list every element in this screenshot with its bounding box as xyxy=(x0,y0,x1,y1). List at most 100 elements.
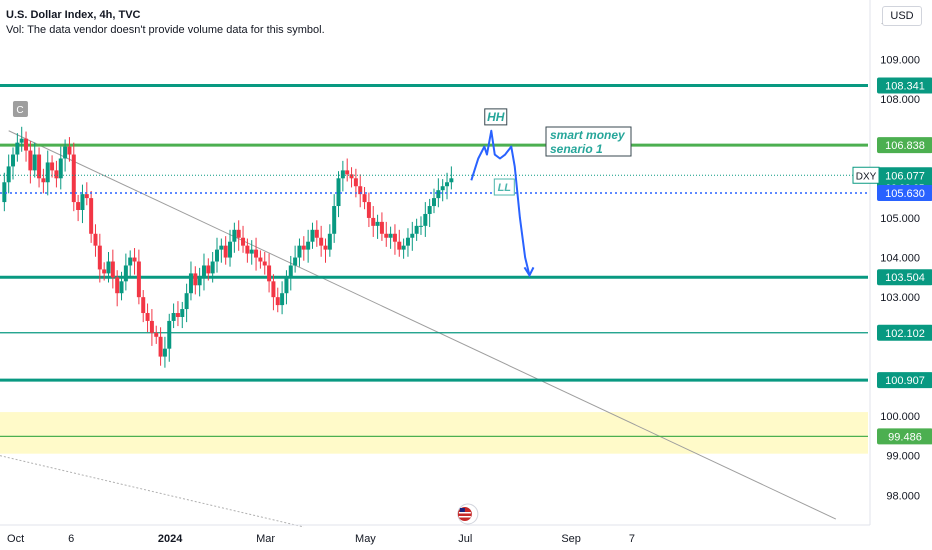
candle-body xyxy=(58,158,63,179)
dotted-level-tag xyxy=(877,184,932,201)
y-tick-label: 103.000 xyxy=(880,292,920,304)
candle-body xyxy=(353,178,358,187)
candle xyxy=(228,229,233,267)
candle-body xyxy=(405,237,410,246)
trendline xyxy=(8,130,837,520)
candle xyxy=(197,267,202,297)
candle xyxy=(76,194,81,222)
candle xyxy=(440,179,445,202)
candle-body xyxy=(102,269,107,274)
candle-body xyxy=(410,233,415,238)
candle-body xyxy=(271,281,276,298)
candle xyxy=(397,229,402,257)
candle xyxy=(145,303,150,333)
candle-body xyxy=(414,225,419,234)
candle xyxy=(332,194,337,243)
candle-body xyxy=(37,154,42,179)
candle xyxy=(410,221,415,251)
candle-body xyxy=(50,162,55,171)
candle xyxy=(80,184,85,224)
candle xyxy=(15,133,20,162)
candle-body xyxy=(423,213,428,226)
candle-body xyxy=(110,261,115,278)
candle-body xyxy=(427,206,432,214)
candle xyxy=(375,214,380,239)
candle xyxy=(28,141,33,184)
candle-body xyxy=(362,194,367,203)
level-1-tag-label: 106.838 xyxy=(885,140,925,152)
candle-body xyxy=(445,182,450,187)
candle xyxy=(362,187,367,210)
candle xyxy=(41,168,46,194)
candle-body xyxy=(80,194,85,210)
candle-body xyxy=(436,190,441,199)
candle-body xyxy=(158,336,163,357)
candle-body xyxy=(2,182,7,203)
candle-body xyxy=(280,293,285,306)
level-5-tag xyxy=(877,428,932,445)
candle-body xyxy=(128,257,133,266)
candle xyxy=(206,258,211,281)
candle-body xyxy=(201,265,206,278)
candle-body xyxy=(76,202,81,210)
candle xyxy=(414,218,419,241)
candle xyxy=(280,281,285,315)
candle-body xyxy=(241,237,246,246)
candle-body xyxy=(67,146,72,155)
level-0-tag-label: 108.341 xyxy=(885,81,925,93)
x-tick-label: Oct xyxy=(7,533,24,545)
candle xyxy=(236,220,241,251)
candle-body xyxy=(63,146,68,159)
candle xyxy=(180,301,185,329)
candle-body xyxy=(245,245,250,254)
level-4-tag-label: 100.907 xyxy=(885,375,925,387)
candle-body xyxy=(188,273,193,294)
current-price-label: 106.077 xyxy=(885,170,925,182)
candle-body xyxy=(193,273,198,286)
candle xyxy=(427,198,432,228)
candle xyxy=(288,255,293,291)
candle xyxy=(379,212,384,241)
candle xyxy=(210,252,215,283)
candle xyxy=(50,155,55,178)
x-tick-label: Sep xyxy=(561,533,581,545)
candle xyxy=(219,238,224,263)
candle-body xyxy=(15,142,20,155)
candle xyxy=(323,238,328,263)
candle xyxy=(327,224,332,257)
candle-body xyxy=(167,320,172,349)
candle xyxy=(32,142,37,178)
candle xyxy=(188,261,193,301)
candle xyxy=(267,253,272,293)
candle-body xyxy=(106,261,111,274)
candle-body xyxy=(293,257,298,266)
candle xyxy=(366,192,371,228)
scenario-arrow xyxy=(523,266,535,278)
level-2-tag-label: 103.504 xyxy=(885,272,925,284)
candle-body xyxy=(32,154,37,171)
candle xyxy=(102,262,107,281)
candle xyxy=(89,190,94,243)
candle xyxy=(241,225,246,253)
candle xyxy=(63,139,68,172)
chart-title: U.S. Dollar Index, 4h, TVC xyxy=(6,9,141,21)
candle-body xyxy=(284,277,289,294)
candle-body xyxy=(392,233,397,242)
x-tick-label: Jul xyxy=(458,533,472,545)
candle-body xyxy=(236,229,241,238)
currency-button[interactable]: USD xyxy=(882,6,922,26)
candle-body xyxy=(141,297,146,314)
candle xyxy=(297,238,302,267)
candle-body xyxy=(24,138,29,151)
candle xyxy=(19,126,24,152)
hh-label: HH xyxy=(487,110,505,124)
candle-body xyxy=(232,229,237,242)
candle xyxy=(340,160,345,192)
candle xyxy=(245,238,250,263)
support-zone xyxy=(0,412,868,454)
candle-body xyxy=(45,162,50,183)
candle-body xyxy=(366,202,371,218)
candle-body xyxy=(154,332,159,337)
candle-body xyxy=(132,257,137,262)
